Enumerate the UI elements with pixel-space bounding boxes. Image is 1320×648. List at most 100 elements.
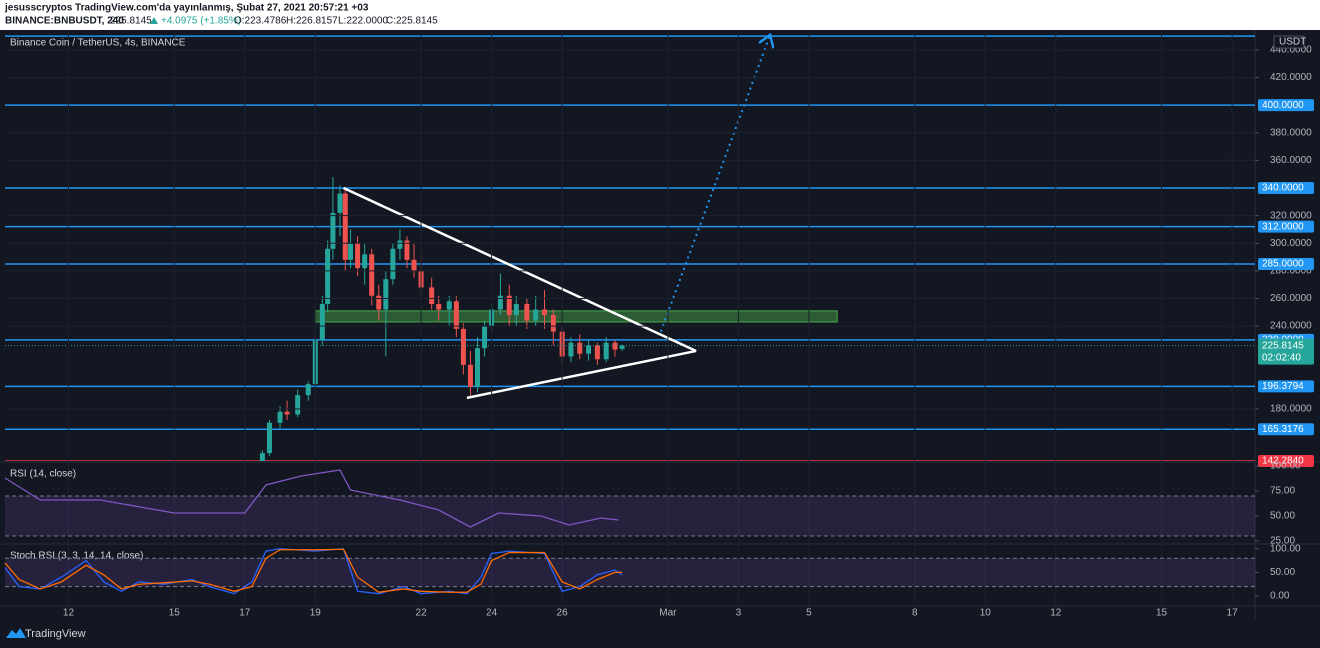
x-tick-label: 15 (169, 608, 181, 619)
brand: TradingView (25, 628, 86, 640)
candle-body (404, 240, 410, 260)
candle-body (586, 345, 592, 354)
candle-body (411, 259, 417, 271)
candle-body (460, 328, 466, 365)
x-tick-label: 17 (1227, 608, 1239, 619)
candle-body (612, 342, 618, 350)
y-tick-label: 300.0000 (1270, 238, 1312, 249)
main-pane (5, 35, 1255, 461)
candle-body (436, 304, 442, 310)
candle-body (376, 295, 382, 310)
candle-body (524, 304, 530, 321)
x-tick-label: 17 (239, 608, 251, 619)
candle-body (577, 342, 583, 354)
candle-body (383, 279, 389, 310)
candle-body (337, 193, 343, 213)
candle-body (305, 384, 311, 396)
support-line-label-bg (1258, 455, 1314, 468)
candle-body (446, 301, 452, 310)
x-tick-label: 8 (912, 608, 918, 619)
trend-line (466, 349, 697, 400)
y-tick-label: 260.0000 (1270, 293, 1312, 304)
candle-body (482, 326, 488, 349)
level-line-label-bg (1258, 182, 1314, 195)
x-tick-label: 5 (806, 608, 812, 619)
level-line-label: 165.3176 (1262, 424, 1304, 435)
level-line-label: 285.0000 (1262, 259, 1304, 270)
candle-body (429, 287, 435, 305)
indicator-line (4, 469, 619, 528)
candle-body (342, 193, 348, 260)
symbol: BINANCE:BNBUSDT, 240 (5, 16, 124, 27)
level-line-label-bg (1258, 423, 1314, 436)
candle-body (319, 304, 325, 340)
y-tick-label: 440.0000 (1270, 45, 1312, 56)
last-price: 225.8145 (110, 16, 152, 27)
y-tick-label: 25.00 (1270, 536, 1295, 547)
open: O:223.4786 (234, 16, 287, 27)
last-price-label: 225.8145 (1262, 340, 1304, 351)
x-tick-label: 26 (557, 608, 569, 619)
x-tick-label: 10 (980, 608, 992, 619)
y-tick-label: 420.0000 (1270, 72, 1312, 83)
y-tick-label: 360.0000 (1270, 155, 1312, 166)
change: +4.0975 (+1.85%) (161, 16, 241, 27)
candle-body (390, 248, 396, 280)
publisher: jesusscryptos TradingView.com'da yayınla… (4, 3, 369, 14)
band (5, 558, 1255, 587)
support-line-label: 142.2840 (1262, 456, 1304, 467)
level-line-label-bg (1258, 380, 1314, 393)
candle-body (550, 315, 556, 332)
candle-body (369, 254, 375, 296)
close: C:225.8145 (386, 16, 438, 27)
band (5, 496, 1255, 536)
y-tick-label: 280.0000 (1270, 266, 1312, 277)
x-tick-label: 12 (63, 608, 75, 619)
candle-body (541, 309, 547, 316)
candle-body (325, 248, 331, 305)
y-tick-label: 50.00 (1270, 511, 1295, 522)
candle-body (277, 411, 283, 423)
candle-body (619, 345, 625, 349)
indicator-line (4, 548, 623, 593)
candle-body (497, 295, 503, 310)
up-icon (150, 17, 158, 24)
y-tick-label: 0.00 (1270, 591, 1290, 602)
y-tick-label: 320.0000 (1270, 210, 1312, 221)
candle-body (259, 453, 265, 461)
low: L:222.0000 (338, 16, 388, 27)
candle-body (474, 348, 480, 387)
candle-body (266, 422, 272, 454)
y-tick-label: 240.0000 (1270, 321, 1312, 332)
y-tick-label: 75.00 (1270, 486, 1295, 497)
x-tick-label: 3 (736, 608, 742, 619)
candle-body (603, 342, 609, 360)
y-tick-label: 50.00 (1270, 567, 1295, 578)
candle-body (355, 243, 361, 269)
level-line-label: 312.0000 (1262, 221, 1304, 232)
candle-body (467, 364, 473, 387)
candle-body (506, 295, 512, 316)
candle-body (453, 301, 459, 329)
zone (314, 310, 838, 323)
header-bar (0, 0, 1320, 30)
candle-body (284, 411, 290, 415)
x-tick-label: 24 (486, 608, 498, 619)
candle-body (348, 243, 354, 260)
high: H:226.8157 (286, 16, 338, 27)
candle-body (295, 395, 301, 415)
y-tick-label: 380.0000 (1270, 127, 1312, 138)
x-tick-label: 19 (310, 608, 322, 619)
candle-body (362, 254, 368, 269)
level-line-label-bg (1258, 257, 1314, 270)
x-tick-label: Mar (659, 608, 677, 619)
candle-body (568, 342, 574, 357)
x-tick-label: 12 (1050, 608, 1062, 619)
candle-body (397, 240, 403, 249)
y-tick-label: 180.0000 (1270, 404, 1312, 415)
countdown: 02:02:40 (1262, 352, 1301, 363)
candle-body (513, 304, 519, 316)
candle-body (533, 309, 539, 321)
